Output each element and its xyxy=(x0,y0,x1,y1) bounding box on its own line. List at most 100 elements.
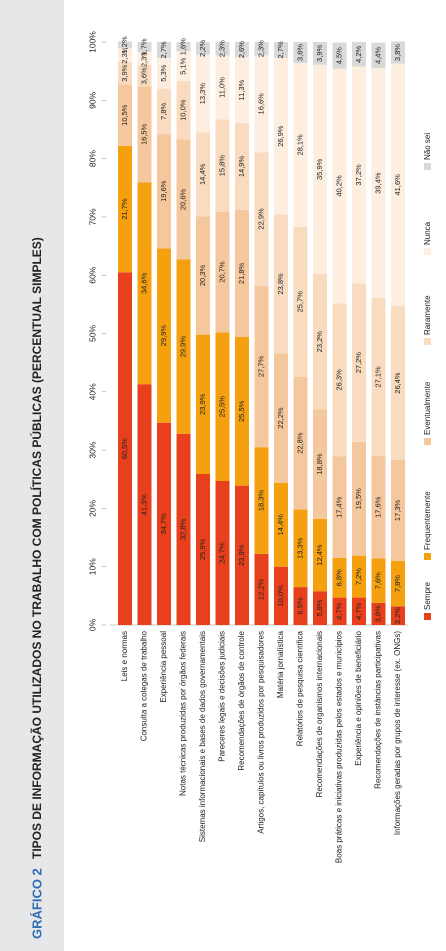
value-label: 7,8% xyxy=(393,575,402,592)
value-label: 23,8% xyxy=(276,273,285,295)
value-label: 17,6% xyxy=(373,496,382,518)
value-label: 10,0% xyxy=(178,99,187,121)
value-label: 27,7% xyxy=(256,355,265,377)
bar-segment xyxy=(274,42,288,58)
bar-segment xyxy=(137,65,152,87)
legend-swatch xyxy=(424,248,431,255)
bar-segment xyxy=(118,48,132,62)
value-label: 20,7% xyxy=(217,261,226,283)
bar-segment xyxy=(391,41,405,64)
value-label: 1,6% xyxy=(178,38,187,55)
value-label: 35,9% xyxy=(315,158,324,180)
value-label: 12,4% xyxy=(315,544,324,566)
value-label: 23,9% xyxy=(237,544,246,566)
value-label: 37,2% xyxy=(354,164,363,186)
bar-segment xyxy=(137,182,152,385)
legend-label: Não sei xyxy=(423,133,432,160)
value-label: 26,4% xyxy=(393,372,402,394)
bar-segment xyxy=(176,42,191,52)
x-tick-label: 30% xyxy=(87,441,97,458)
category-label: Experiência pessoal xyxy=(159,631,168,703)
value-label: 17,4% xyxy=(334,496,343,518)
value-label: 34,6% xyxy=(139,272,148,294)
bar-segment xyxy=(157,248,171,423)
value-label: 25,5% xyxy=(237,400,246,422)
value-label: 6,5% xyxy=(295,597,304,614)
bar-segment xyxy=(274,566,288,625)
value-label: 19,6% xyxy=(159,180,168,202)
x-tick-label: 80% xyxy=(87,150,97,167)
value-label: 34,7% xyxy=(159,513,168,535)
value-label: 1,7% xyxy=(139,38,148,55)
x-tick-label: 10% xyxy=(87,558,97,575)
x-tick-label: 70% xyxy=(87,208,97,225)
value-label: 2,3% xyxy=(217,40,226,57)
legend-label: Nunca xyxy=(423,221,432,245)
bar-segment xyxy=(157,134,171,249)
x-tick-label: 100% xyxy=(87,31,97,53)
bar-segment xyxy=(332,597,347,625)
bar-segment xyxy=(196,41,210,55)
bar-segment xyxy=(293,226,308,377)
bar-segment xyxy=(235,42,249,58)
category-label: Sistemas informacionais e bases de dados… xyxy=(198,631,207,842)
value-label: 11,3% xyxy=(237,79,246,100)
bar-segment xyxy=(371,42,386,69)
bar-segment xyxy=(176,259,191,434)
bar-segment xyxy=(196,334,210,475)
value-label: 4,2% xyxy=(354,45,363,62)
bar-segment xyxy=(235,485,249,625)
value-label: 4,7% xyxy=(334,602,343,619)
bar-segment xyxy=(274,482,288,567)
legend-label: Sempre xyxy=(423,581,432,610)
value-label: 40,2% xyxy=(334,175,343,197)
bar-segment xyxy=(391,560,405,607)
value-label: 2,7% xyxy=(159,41,168,58)
category-label: Matéria jornalística xyxy=(276,630,285,698)
value-label: 27,2% xyxy=(354,352,363,374)
chart-title: TIPOS DE INFORMAÇÃO UTILIZADOS NO TRABAL… xyxy=(29,237,44,859)
category-label: Leis e normas xyxy=(120,631,129,681)
x-tick-label: 20% xyxy=(87,499,97,516)
bar-segment xyxy=(215,480,230,625)
bar-segment xyxy=(313,518,327,592)
category-label: Recomendações de organismos internaciona… xyxy=(315,631,324,797)
bar-segment xyxy=(332,303,347,457)
value-label: 19,5% xyxy=(354,488,363,510)
bar-segment xyxy=(176,139,191,260)
bar-segment xyxy=(254,55,269,153)
value-label: 22,9% xyxy=(256,208,265,230)
category-label: Pareceres legais e decisões judiciais xyxy=(218,631,227,762)
value-label: 1,2% xyxy=(120,36,129,53)
bar-segment xyxy=(118,145,132,273)
category-label: Consulta a colegas de trabalho xyxy=(140,630,149,741)
value-label: 7,6% xyxy=(373,572,382,589)
bar-segment xyxy=(235,123,249,210)
value-label: 29,9% xyxy=(178,336,187,358)
bar-segment xyxy=(391,460,405,561)
bar-segment xyxy=(196,474,210,625)
bar-segment xyxy=(215,119,230,212)
bar-segment xyxy=(254,152,269,286)
value-label: 2,3% xyxy=(139,50,148,67)
value-label: 26,3% xyxy=(334,369,343,391)
bar-segment xyxy=(137,42,152,52)
value-label: 13,3% xyxy=(198,83,207,105)
legend-label: Eventualmente xyxy=(423,381,432,435)
bar-segment xyxy=(137,51,152,66)
value-label: 3,9% xyxy=(120,64,129,81)
bar-segment xyxy=(215,55,230,120)
value-label: 16,6% xyxy=(256,93,265,115)
bar-segment xyxy=(332,456,347,558)
value-label: 15,8% xyxy=(217,155,226,177)
bar-segment xyxy=(157,57,171,89)
bar-segment xyxy=(137,384,152,625)
value-label: 3,8% xyxy=(393,44,402,61)
value-label: 27,1% xyxy=(373,366,382,388)
value-label: 23,9% xyxy=(198,393,207,415)
bar-segment xyxy=(118,61,132,85)
value-label: 6,8% xyxy=(334,569,343,586)
bar-segment xyxy=(196,54,210,133)
value-label: 18,8% xyxy=(315,453,324,475)
x-tick-label: 60% xyxy=(87,266,97,283)
